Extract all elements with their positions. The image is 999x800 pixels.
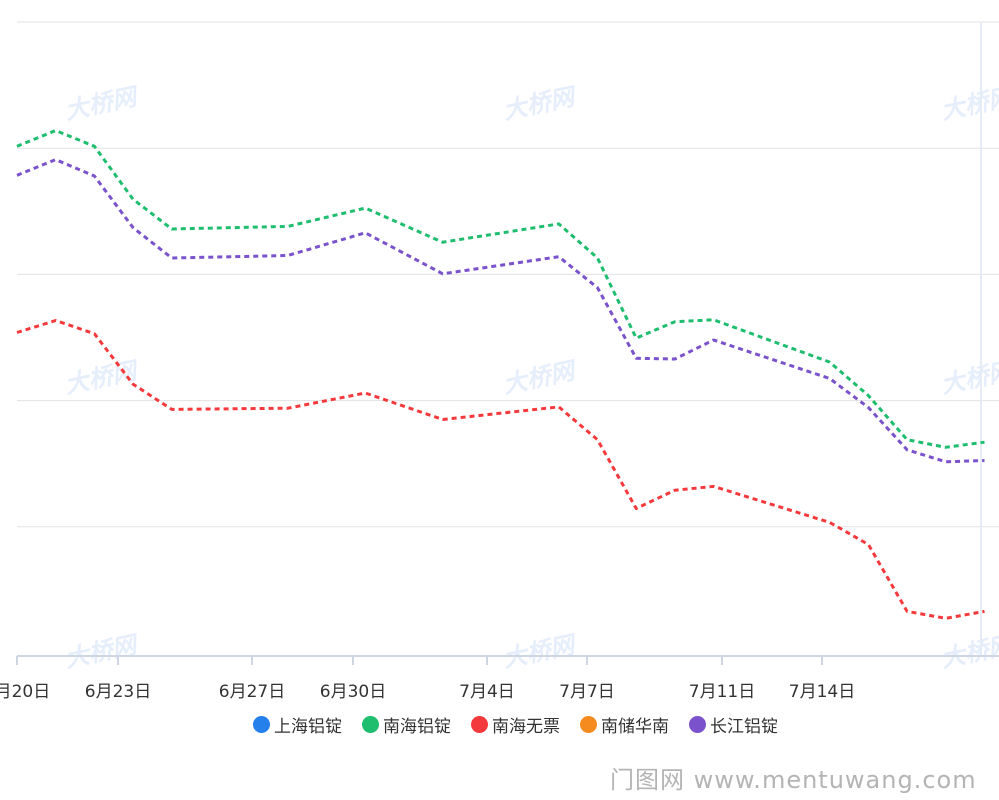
x-tick-label: 6月23日: [85, 682, 151, 702]
legend-item[interactable]: 上海铝锭: [253, 712, 342, 737]
series-line-南海无票: [16, 319, 985, 620]
series-line-南海铝锭: [16, 129, 985, 449]
legend-item[interactable]: 南海铝锭: [362, 712, 451, 737]
x-tick-label: 6月30日: [320, 682, 386, 702]
legend-item[interactable]: 南海无票: [471, 712, 560, 737]
legend-item[interactable]: 长江铝锭: [689, 712, 778, 737]
x-tick-label: 7月14日: [789, 682, 855, 702]
legend-marker-icon: [580, 715, 597, 733]
legend-label: 南海无票: [492, 716, 560, 737]
legend-marker-icon: [689, 715, 706, 733]
legend-label: 南海铝锭: [383, 716, 451, 737]
x-axis: 6月20日 6月23日 6月27日 6月30日 7月4日 7月7日 7月11日 7月14日: [0, 655, 999, 702]
legend-label: 长江铝锭: [710, 716, 778, 737]
legend: 上海铝锭 南海铝锭 南海无票 南储华南 长江铝锭: [253, 711, 778, 737]
legend-marker-icon: [253, 715, 270, 733]
series-line-长江铝锭: [16, 158, 985, 464]
legend-marker-icon: [362, 715, 379, 733]
x-tick-label: 6月20日: [0, 682, 50, 702]
series-lines: [16, 129, 985, 620]
x-tick-label: 7月11日: [689, 682, 755, 702]
line-chart: 6月20日 6月23日 6月27日 6月30日 7月4日 7月7日 7月11日 7月14日: [0, 21, 999, 702]
legend-item[interactable]: 南储华南: [580, 712, 669, 737]
legend-marker-icon: [471, 715, 488, 733]
gridlines: [17, 21, 999, 528]
x-tick-label: 7月4日: [459, 682, 515, 702]
site-watermark: 门图网 www.mentuwang.com: [610, 766, 977, 794]
x-tick-label: 7月7日: [559, 682, 615, 702]
legend-label: 南储华南: [601, 716, 669, 737]
legend-label: 上海铝锭: [274, 716, 342, 737]
x-tick-label: 6月27日: [219, 682, 285, 702]
